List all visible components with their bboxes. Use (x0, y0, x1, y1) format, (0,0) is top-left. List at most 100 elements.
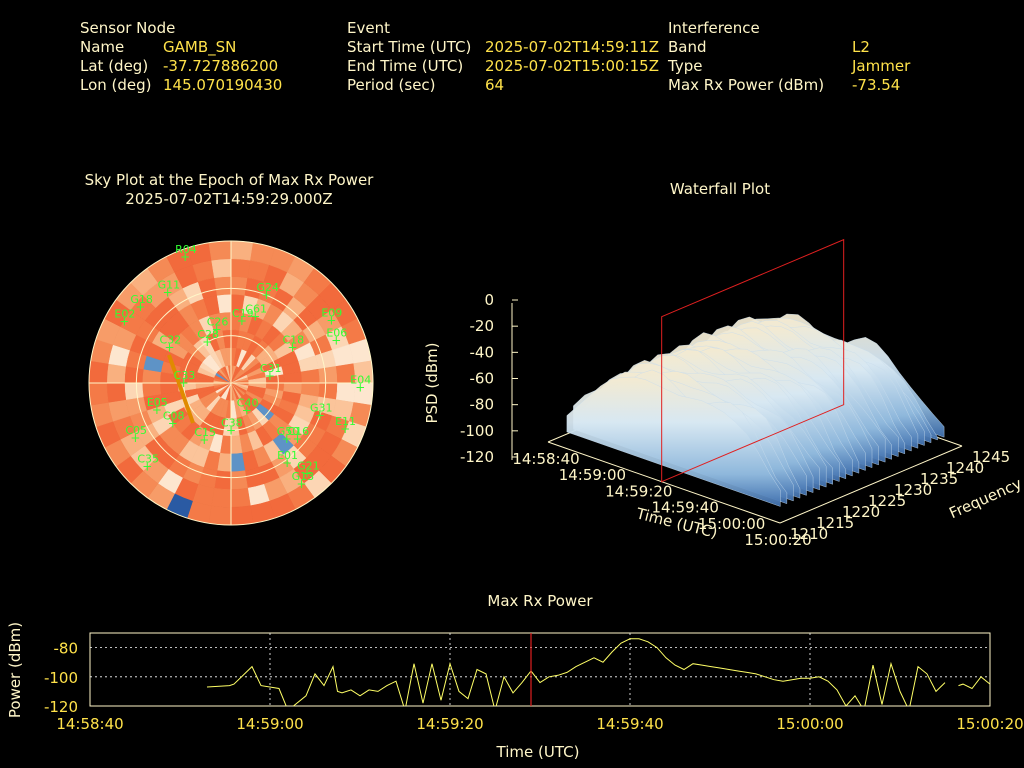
power-y-axis-title: Power (dBm) (6, 622, 24, 718)
waterfall-psd-tick-label: -40 (470, 343, 495, 361)
power-x-tick-label: 14:59:00 (236, 715, 303, 733)
sensor-heading: Sensor Node (80, 19, 176, 37)
skyplot-satellite: +G18 (130, 293, 153, 314)
skyplot-satellite: +C15 (194, 426, 216, 447)
skyplot-satellite-marker: + (282, 456, 292, 470)
interference-band-value: L2 (852, 38, 870, 56)
skyplot-satellite: +E05 (147, 396, 168, 417)
skyplot-satellite-label: C19 (232, 307, 254, 320)
waterfall-marker-plane (661, 238, 845, 483)
event-end-value: 2025-07-02T15:00:15Z (485, 57, 659, 75)
power-x-tick-label: 14:59:40 (596, 715, 663, 733)
skyplot-satellite-marker: + (282, 432, 292, 446)
skyplot-satellite-label: C40 (237, 396, 259, 409)
waterfall-time-tick-label: 15:00:20 (744, 531, 811, 549)
sensor-name-value: GAMB_SN (163, 38, 237, 56)
skyplot-satellite: +C16 (287, 425, 309, 446)
waterfall-psd-tick-label: -80 (470, 396, 495, 414)
waterfall-frequency-tick-label: 1245 (972, 448, 1010, 466)
skyplot-satellite-label: C31 (260, 362, 282, 375)
power-x-tick-label: 14:59:20 (416, 715, 483, 733)
interference-band-label: Band (668, 38, 707, 56)
skyplot-satellite: +C28 (197, 328, 219, 349)
skyplot-satellite: +G31 (310, 401, 333, 422)
interference-heading: Interference (668, 19, 760, 37)
skyplot-satellite-label: G24 (256, 281, 279, 294)
skyplot-satellite-marker: + (135, 300, 145, 314)
power-y-tick-label: -80 (54, 640, 79, 658)
skyplot-satellite-label: E05 (147, 396, 168, 409)
skyplot-satellite: +E11 (335, 415, 356, 436)
skyplot-satellite-marker: + (164, 341, 174, 355)
power-x-tick-label: 15:00:00 (776, 715, 843, 733)
interference-power-label: Max Rx Power (dBm) (668, 76, 825, 94)
waterfall-psd-tick-label: -20 (470, 317, 495, 335)
skyplot-satellite-label: C16 (287, 425, 309, 438)
skyplot-satellite-marker: + (202, 335, 212, 349)
skyplot-satellite-marker: + (163, 286, 173, 300)
interference-type-label: Type (668, 57, 703, 75)
event-period-value: 64 (485, 76, 505, 94)
waterfall-frequency-tick-label: 1210 (790, 525, 828, 543)
skyplot-heatmap (88, 240, 374, 526)
skyplot-satellite: +C26 (207, 316, 229, 337)
waterfall-time-tick-label: 14:59:00 (559, 466, 626, 484)
waterfall-title: Waterfall Plot (669, 180, 771, 198)
skyplot-satellite-label: C08 (163, 410, 185, 423)
skyplot-satellite: +G13 (292, 470, 315, 491)
skyplot-satellite: +G50 (277, 425, 300, 446)
skyplot-satellite: +C08 (163, 410, 185, 431)
waterfall-psd-tick-label: -60 (470, 370, 495, 388)
waterfall-frequency-tick-label: 1230 (894, 481, 932, 499)
skyplot-satellite: +E06 (326, 326, 347, 347)
skyplot-satellite-label: E01 (277, 449, 298, 462)
skyplot-satellite-label: G31 (310, 401, 333, 414)
event-heading: Event (347, 19, 390, 37)
skyplot-satellite-marker: + (242, 403, 252, 417)
skyplot-satellite: +G21 (297, 460, 320, 481)
skyplot-satellite-label: C18 (282, 334, 304, 347)
sensor-name-label: Name (80, 38, 125, 56)
skyplot-satellite-marker: + (199, 433, 209, 447)
waterfall-psd-axis-title: PSD (dBm) (423, 342, 441, 423)
waterfall-time-tick-label: 14:59:40 (652, 499, 719, 517)
power-y-tick-label: -120 (44, 698, 78, 716)
power-plot-frame (89, 632, 991, 707)
skyplot-satellite: +E01 (277, 449, 298, 470)
skyplot-satellite-label: C32 (160, 334, 182, 347)
sensor-lon-value: 145.070190430 (163, 76, 283, 94)
skyplot-satellite-marker: + (226, 423, 236, 437)
skyplot-satellite-marker: + (261, 288, 271, 302)
sensor-lat-label: Lat (deg) (80, 57, 149, 75)
waterfall-surface-strip (566, 376, 781, 507)
interference-power-value: -73.54 (852, 76, 901, 94)
skyplot-satellite: +E09 (321, 306, 342, 327)
skyplot-satellite: +G24 (256, 281, 279, 302)
power-x-tick-label: 15:00:20 (956, 715, 1023, 733)
skyplot-satellite-marker: + (212, 323, 222, 337)
skyplot-satellite-marker: + (179, 376, 189, 390)
waterfall-psd-tick-label: -100 (460, 422, 494, 440)
skyplot-satellite-marker: + (302, 467, 312, 481)
power-title: Max Rx Power (487, 592, 593, 610)
skyplot-satellite: +C38 (221, 416, 243, 437)
power-series-line (206, 638, 946, 706)
skyplot-satellite-label: G21 (297, 460, 320, 473)
skyplot-satellite-label: C33 (174, 369, 196, 382)
power-x-tick-label: 14:58:40 (56, 715, 123, 733)
skyplot-satellite-marker: + (152, 403, 162, 417)
waterfall-time-tick-label: 15:00:00 (698, 515, 765, 533)
skyplot-satellite-label: E09 (321, 306, 342, 319)
event-period-label: Period (sec) (347, 76, 436, 94)
skyplot-satellite-marker: + (130, 431, 140, 445)
skyplot-satellite-marker: + (237, 314, 247, 328)
skyplot-satellite: +E02 (114, 307, 135, 328)
skyplot-satellite-marker: + (168, 417, 178, 431)
skyplot-satellite-marker: + (355, 381, 365, 395)
event-start-label: Start Time (UTC) (347, 38, 472, 56)
waterfall-time-tick-label: 14:58:40 (512, 450, 579, 468)
sensor-lat-value: -37.727886200 (163, 57, 279, 75)
waterfall-frequency-tick-label: 1235 (920, 470, 958, 488)
skyplot-satellite-label: E04 (350, 374, 371, 387)
